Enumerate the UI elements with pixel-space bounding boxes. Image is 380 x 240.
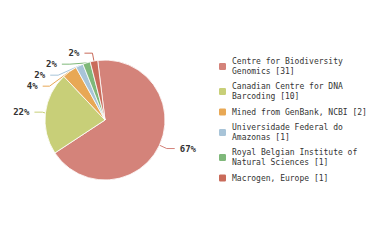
svg-text:Universidade Federal do: Universidade Federal do: [232, 123, 343, 132]
svg-text:Mined from GenBank, NCBI [2]: Mined from GenBank, NCBI [2]: [232, 108, 367, 117]
svg-text:67%: 67%: [180, 144, 197, 154]
svg-text:Amazonas [1]: Amazonas [1]: [232, 133, 290, 142]
svg-text:Canadian Centre for DNA: Canadian Centre for DNA: [232, 82, 343, 91]
svg-text:4%: 4%: [27, 81, 38, 91]
svg-text:Barcoding [10]: Barcoding [10]: [232, 92, 299, 101]
svg-text:Genomics [31]: Genomics [31]: [232, 67, 295, 76]
svg-text:Centre for Biodiversity: Centre for Biodiversity: [232, 57, 343, 66]
svg-text:Macrogen, Europe [1]: Macrogen, Europe [1]: [232, 174, 328, 183]
svg-text:2%: 2%: [46, 59, 57, 69]
svg-text:2%: 2%: [69, 48, 80, 58]
svg-text:22%: 22%: [13, 107, 30, 117]
svg-text:2%: 2%: [34, 70, 45, 80]
svg-text:Natural Sciences [1]: Natural Sciences [1]: [232, 158, 328, 167]
svg-text:Royal Belgian Institute of: Royal Belgian Institute of: [232, 148, 357, 157]
